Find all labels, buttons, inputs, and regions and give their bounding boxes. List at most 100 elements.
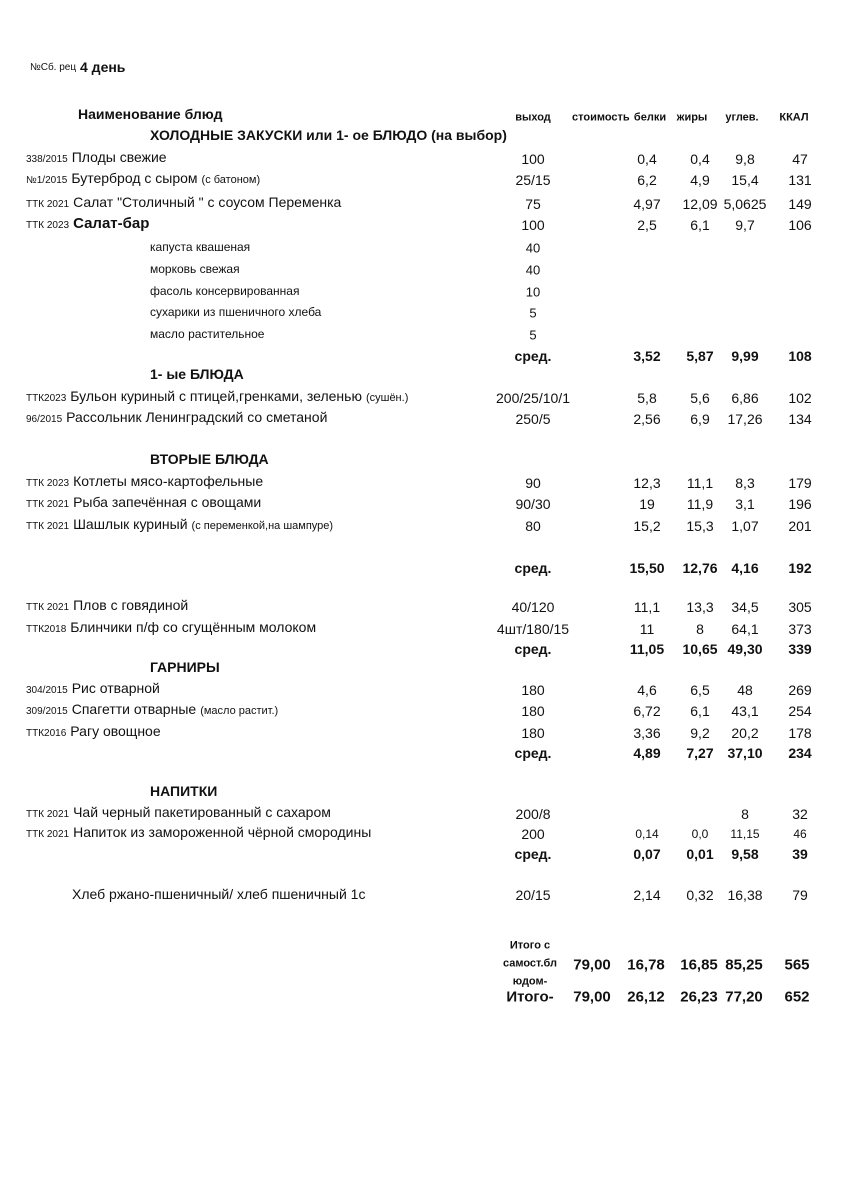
carbs-value: 9,58 xyxy=(731,846,759,862)
dish-note: (масло растит.) xyxy=(200,705,279,717)
fat-value: 5,87 xyxy=(686,348,714,364)
protein-value: 19 xyxy=(639,496,655,512)
recipe-code: 304/2015 xyxy=(26,685,68,696)
yield-value: 20/15 xyxy=(515,887,551,903)
protein-value: 2,56 xyxy=(633,411,661,427)
dish-cell: 309/2015 Спагетти отварные (масло растит.) xyxy=(26,702,278,718)
dish-cell: ТТК 2021 Чай черный пакетированный с саха… xyxy=(26,805,331,821)
dish-name: Шашлык куриный xyxy=(73,516,188,532)
dish-name: Котлеты мясо-картофельные xyxy=(73,473,264,489)
yield-value: 5 xyxy=(529,327,537,343)
protein-value: 6,2 xyxy=(637,172,657,188)
fat-value: 12,76 xyxy=(682,560,718,576)
dish-cell: 338/2015 Плоды свежие xyxy=(26,150,167,166)
kcal-total: 565 xyxy=(784,956,810,974)
dish-cell: ТТК 2023 Салат-бар xyxy=(26,216,149,232)
recipe-code: ТТК 2021 xyxy=(26,809,70,820)
yield-value: 180 xyxy=(521,725,545,741)
protein-value: 3,36 xyxy=(633,725,661,741)
dish-name: Рыба запечённая с овощами xyxy=(73,494,262,510)
carbs-value: 9,7 xyxy=(735,217,755,233)
dish-name: Напиток из замороженной чёрной смородины xyxy=(73,824,372,840)
carbs-value: 17,26 xyxy=(727,411,763,427)
section-title: 1- ые БЛЮДА xyxy=(150,366,244,382)
recipe-code: ТТК 2021 xyxy=(26,499,70,510)
kcal-value: 254 xyxy=(788,703,812,719)
dish-name: Блинчики п/ф со сгущённым молоком xyxy=(70,619,317,635)
kcal-value: 39 xyxy=(792,846,808,862)
dish-name: Хлеб ржано-пшеничный/ хлеб пшеничный 1с xyxy=(72,886,366,902)
carbs-total: 85,25 xyxy=(725,956,763,974)
dish-name: Рагу овощное xyxy=(70,723,161,739)
fat-value: 8 xyxy=(696,621,704,637)
recipe-code: ТТК2018 xyxy=(26,624,67,635)
yield-value: 40/120 xyxy=(511,599,555,615)
carbs-value: 43,1 xyxy=(731,703,759,719)
carbs-value: 3,1 xyxy=(735,496,755,512)
carbs-value: 64,1 xyxy=(731,621,759,637)
protein-value: 6,72 xyxy=(633,703,661,719)
totals-label: юдом- xyxy=(512,975,548,988)
carbs-total: 77,20 xyxy=(725,988,763,1006)
yield-value: 100 xyxy=(521,151,545,167)
cost-total: 79,00 xyxy=(573,956,611,974)
fat-value: 11,1 xyxy=(686,475,714,491)
ingredient-name: сухарики из пшеничного хлеба xyxy=(150,305,322,319)
header-protein: белки xyxy=(633,111,667,124)
kcal-value: 373 xyxy=(788,621,812,637)
fat-value: 6,5 xyxy=(690,682,710,698)
dish-note: (с переменкой,на шампуре) xyxy=(191,520,334,532)
ingredient-name: масло растительное xyxy=(150,327,265,341)
section-title: ВТОРЫЕ БЛЮДА xyxy=(150,451,269,467)
dish-name: Спагетти отварные xyxy=(71,701,197,717)
recipe-code: ТТК 2021 xyxy=(26,199,70,210)
dish-cell: ТТК 2021 Шашлык куриный (с переменкой,на ш… xyxy=(26,517,333,533)
yield-value: 40 xyxy=(525,240,541,256)
recipe-code: ТТК 2021 xyxy=(26,602,70,613)
average-label: сред. xyxy=(514,560,552,576)
carbs-value: 8 xyxy=(741,806,749,822)
dish-cell: ТТК2016 Рагу овощное xyxy=(26,724,161,740)
kcal-value: 201 xyxy=(788,518,812,534)
dish-cell: ТТК2023 Бульон куриный с птицей,гренками,… xyxy=(26,389,408,405)
fat-value: 0,01 xyxy=(686,846,714,862)
yield-value: 250/5 xyxy=(515,411,551,427)
dish-note: (с батоном) xyxy=(201,174,261,186)
fat-total: 16,85 xyxy=(680,956,718,974)
totals-label: Итого- xyxy=(506,988,554,1006)
yield-value: 10 xyxy=(525,284,541,300)
header-kcal: ККАЛ xyxy=(779,111,809,124)
header-fat: жиры xyxy=(676,111,708,124)
kcal-value: 106 xyxy=(788,217,812,233)
fat-value: 11,9 xyxy=(686,496,714,512)
section-title: ГАРНИРЫ xyxy=(150,659,220,675)
recipe-ref-label: №Сб. рец xyxy=(30,62,77,73)
protein-value: 11,05 xyxy=(629,641,665,657)
dish-note: (сушён.) xyxy=(365,392,409,404)
carbs-value: 37,10 xyxy=(727,745,763,761)
yield-value: 180 xyxy=(521,703,545,719)
protein-value: 15,2 xyxy=(633,518,661,534)
header-carbs: углев. xyxy=(725,111,759,124)
carbs-value: 20,2 xyxy=(731,725,759,741)
protein-value: 4,97 xyxy=(633,196,661,212)
dish-name: Плов с говядиной xyxy=(73,597,189,613)
recipe-code: 96/2015 xyxy=(26,414,63,425)
recipe-code: ТТК2023 xyxy=(26,393,67,404)
protein-value: 0,07 xyxy=(633,846,661,862)
kcal-value: 305 xyxy=(788,599,812,615)
dish-name: Салат "Столичный " с соусом Переменка xyxy=(73,194,342,210)
header-yield: выход xyxy=(515,111,551,124)
carbs-value: 4,16 xyxy=(731,560,759,576)
day-title: 4 день xyxy=(80,59,126,75)
dish-name: Рассольник Ленинградский со сметаной xyxy=(66,409,328,425)
kcal-value: 192 xyxy=(788,560,812,576)
dish-cell: ТТК 2023 Котлеты мясо-картофельные xyxy=(26,474,263,490)
average-label: сред. xyxy=(514,348,552,364)
fat-value: 15,3 xyxy=(686,518,714,534)
protein-total: 16,78 xyxy=(627,956,665,974)
kcal-value: 108 xyxy=(788,348,812,364)
fat-total: 26,23 xyxy=(680,988,718,1006)
dish-name: Бульон куриный с птицей,гренками, зелень… xyxy=(70,388,362,404)
recipe-code: №1/2015 xyxy=(26,175,68,186)
